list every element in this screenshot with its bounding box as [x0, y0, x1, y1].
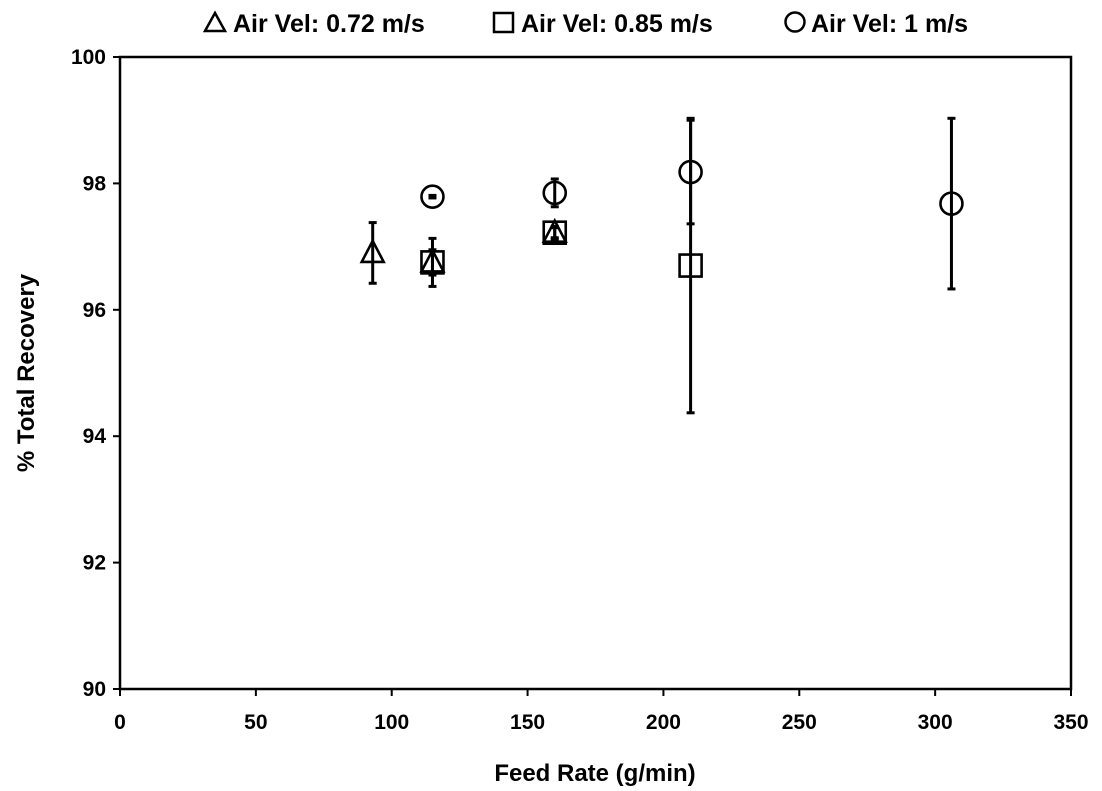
y-tick-label: 96 — [83, 299, 106, 322]
y-axis-title: % Total Recovery — [13, 273, 40, 472]
legend-square-marker — [492, 11, 515, 34]
x-axis-title: Feed Rate (g/min) — [494, 760, 695, 787]
data-point-square — [420, 250, 445, 275]
y-axis: 90 92 94 96 98 100 — [71, 46, 120, 701]
x-tick-label: 50 — [244, 711, 267, 734]
x-tick-label: 150 — [510, 711, 545, 734]
data-point-circle — [542, 180, 568, 206]
legend-label-series-1: Air Vel: 0.85 m/s — [521, 10, 713, 38]
legend: Air Vel: 0.72 m/s Air Vel: 0.85 m/s Air … — [202, 10, 968, 38]
data-point-triangle — [359, 238, 386, 264]
y-tick-label: 94 — [83, 425, 107, 448]
x-axis: 0 50 100 150 200 250 300 350 — [114, 689, 1089, 734]
data-point-circle — [420, 184, 445, 209]
y-tick-label: 90 — [83, 678, 106, 701]
y-tick-label: 100 — [71, 46, 106, 69]
data-point-triangle — [541, 217, 568, 243]
y-tick-label: 98 — [83, 172, 107, 195]
x-tick-label: 300 — [918, 711, 953, 734]
data-point-square — [542, 220, 568, 245]
x-tick-label: 250 — [782, 711, 817, 734]
x-tick-label: 0 — [114, 711, 126, 734]
x-tick-label: 200 — [646, 711, 681, 734]
series-circle — [420, 116, 964, 291]
legend-circle-marker — [784, 11, 806, 33]
legend-triangle-marker — [202, 10, 228, 33]
x-tick-label: 350 — [1053, 711, 1088, 734]
legend-label-series-0: Air Vel: 0.72 m/s — [233, 10, 425, 38]
y-tick-label: 92 — [83, 552, 106, 575]
plot-area — [118, 55, 1073, 691]
data-points — [359, 116, 964, 415]
x-tick-label: 100 — [374, 711, 409, 734]
data-point-circle — [678, 159, 703, 185]
legend-label-series-2: Air Vel: 1 m/s — [811, 10, 968, 38]
data-point-square — [678, 253, 703, 278]
data-point-circle — [939, 191, 964, 216]
